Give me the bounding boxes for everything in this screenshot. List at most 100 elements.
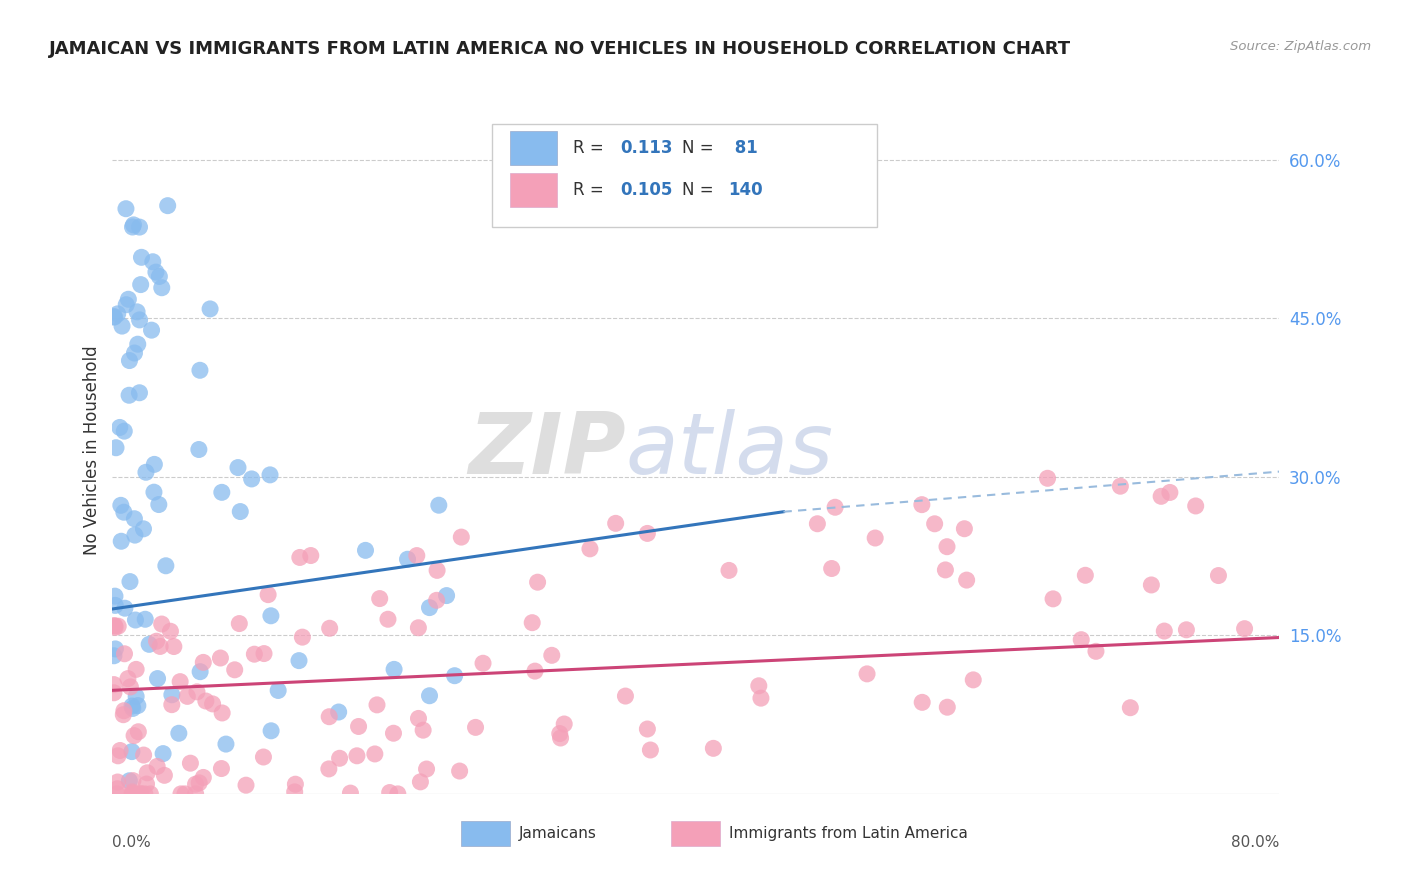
Point (553, 717, 575, 731)
Point (170, 787, 193, 801)
Point (129, 787, 152, 801)
Point (1042, 591, 1064, 606)
Point (134, 612, 156, 626)
Point (112, 707, 135, 722)
Point (408, 621, 430, 635)
Point (215, 737, 238, 751)
Point (856, 666, 879, 681)
Point (226, 460, 249, 475)
Point (267, 683, 290, 698)
Point (924, 516, 946, 531)
Point (378, 785, 401, 799)
Point (132, 522, 155, 536)
Point (194, 694, 217, 708)
Point (152, 747, 174, 761)
Point (117, 672, 139, 686)
Text: atlas: atlas (626, 409, 834, 492)
Text: 0.105: 0.105 (620, 181, 672, 199)
Point (159, 624, 181, 639)
Point (863, 531, 886, 545)
Point (124, 346, 146, 360)
Point (366, 698, 388, 712)
Point (936, 540, 959, 554)
Point (118, 388, 141, 402)
Point (224, 663, 246, 677)
Point (329, 751, 352, 765)
Text: R =: R = (574, 181, 609, 199)
Point (103, 310, 125, 324)
Point (148, 498, 170, 512)
Point (426, 563, 449, 577)
Text: JAMAICAN VS IMMIGRANTS FROM LATIN AMERICA NO VEHICLES IN HOUSEHOLD CORRELATION C: JAMAICAN VS IMMIGRANTS FROM LATIN AMERIC… (49, 40, 1071, 58)
FancyBboxPatch shape (510, 173, 557, 207)
Point (1119, 700, 1142, 714)
Text: N =: N = (682, 138, 718, 157)
Point (953, 522, 976, 536)
Point (1140, 578, 1163, 592)
Point (135, 465, 157, 479)
Point (257, 588, 280, 602)
Point (540, 648, 562, 663)
Point (134, 787, 156, 801)
Point (449, 764, 471, 778)
Point (228, 616, 250, 631)
FancyBboxPatch shape (461, 821, 510, 847)
Point (472, 657, 495, 671)
Point (105, 781, 128, 796)
Point (129, 787, 152, 801)
Point (229, 504, 252, 518)
Point (523, 664, 546, 678)
Point (408, 711, 430, 725)
Point (150, 617, 173, 632)
Point (209, 651, 232, 665)
Point (748, 679, 770, 693)
Point (115, 202, 138, 216)
Point (284, 777, 307, 791)
Point (103, 648, 125, 663)
Point (1109, 479, 1132, 493)
Point (354, 543, 377, 558)
FancyBboxPatch shape (492, 124, 877, 227)
Point (956, 573, 979, 587)
Point (260, 608, 283, 623)
Point (415, 762, 437, 776)
Point (550, 731, 572, 745)
Point (153, 768, 176, 782)
Point (104, 641, 127, 656)
Point (107, 619, 129, 633)
Point (115, 298, 138, 312)
Point (824, 500, 846, 515)
Point (636, 526, 658, 541)
Point (382, 662, 405, 676)
Point (211, 706, 233, 720)
Point (169, 674, 191, 689)
Point (382, 726, 405, 740)
Point (318, 621, 340, 635)
Point (806, 516, 828, 531)
Point (155, 558, 177, 573)
Text: R =: R = (574, 138, 609, 157)
Text: Jamaicans: Jamaicans (519, 825, 596, 840)
Point (1074, 568, 1097, 582)
Point (405, 549, 427, 563)
Point (176, 690, 198, 704)
Point (450, 530, 472, 544)
Text: 0.113: 0.113 (620, 138, 672, 157)
Point (821, 561, 844, 575)
Point (418, 600, 440, 615)
Point (288, 654, 311, 668)
Point (142, 485, 165, 500)
Point (149, 640, 172, 654)
Point (135, 777, 157, 791)
Point (318, 709, 340, 723)
Point (614, 689, 637, 703)
Point (749, 691, 772, 706)
Point (104, 620, 127, 634)
Point (1036, 471, 1059, 485)
Point (145, 265, 167, 279)
Point (114, 647, 136, 661)
Point (132, 747, 155, 762)
Point (150, 281, 173, 295)
Point (112, 505, 135, 519)
Point (418, 689, 440, 703)
